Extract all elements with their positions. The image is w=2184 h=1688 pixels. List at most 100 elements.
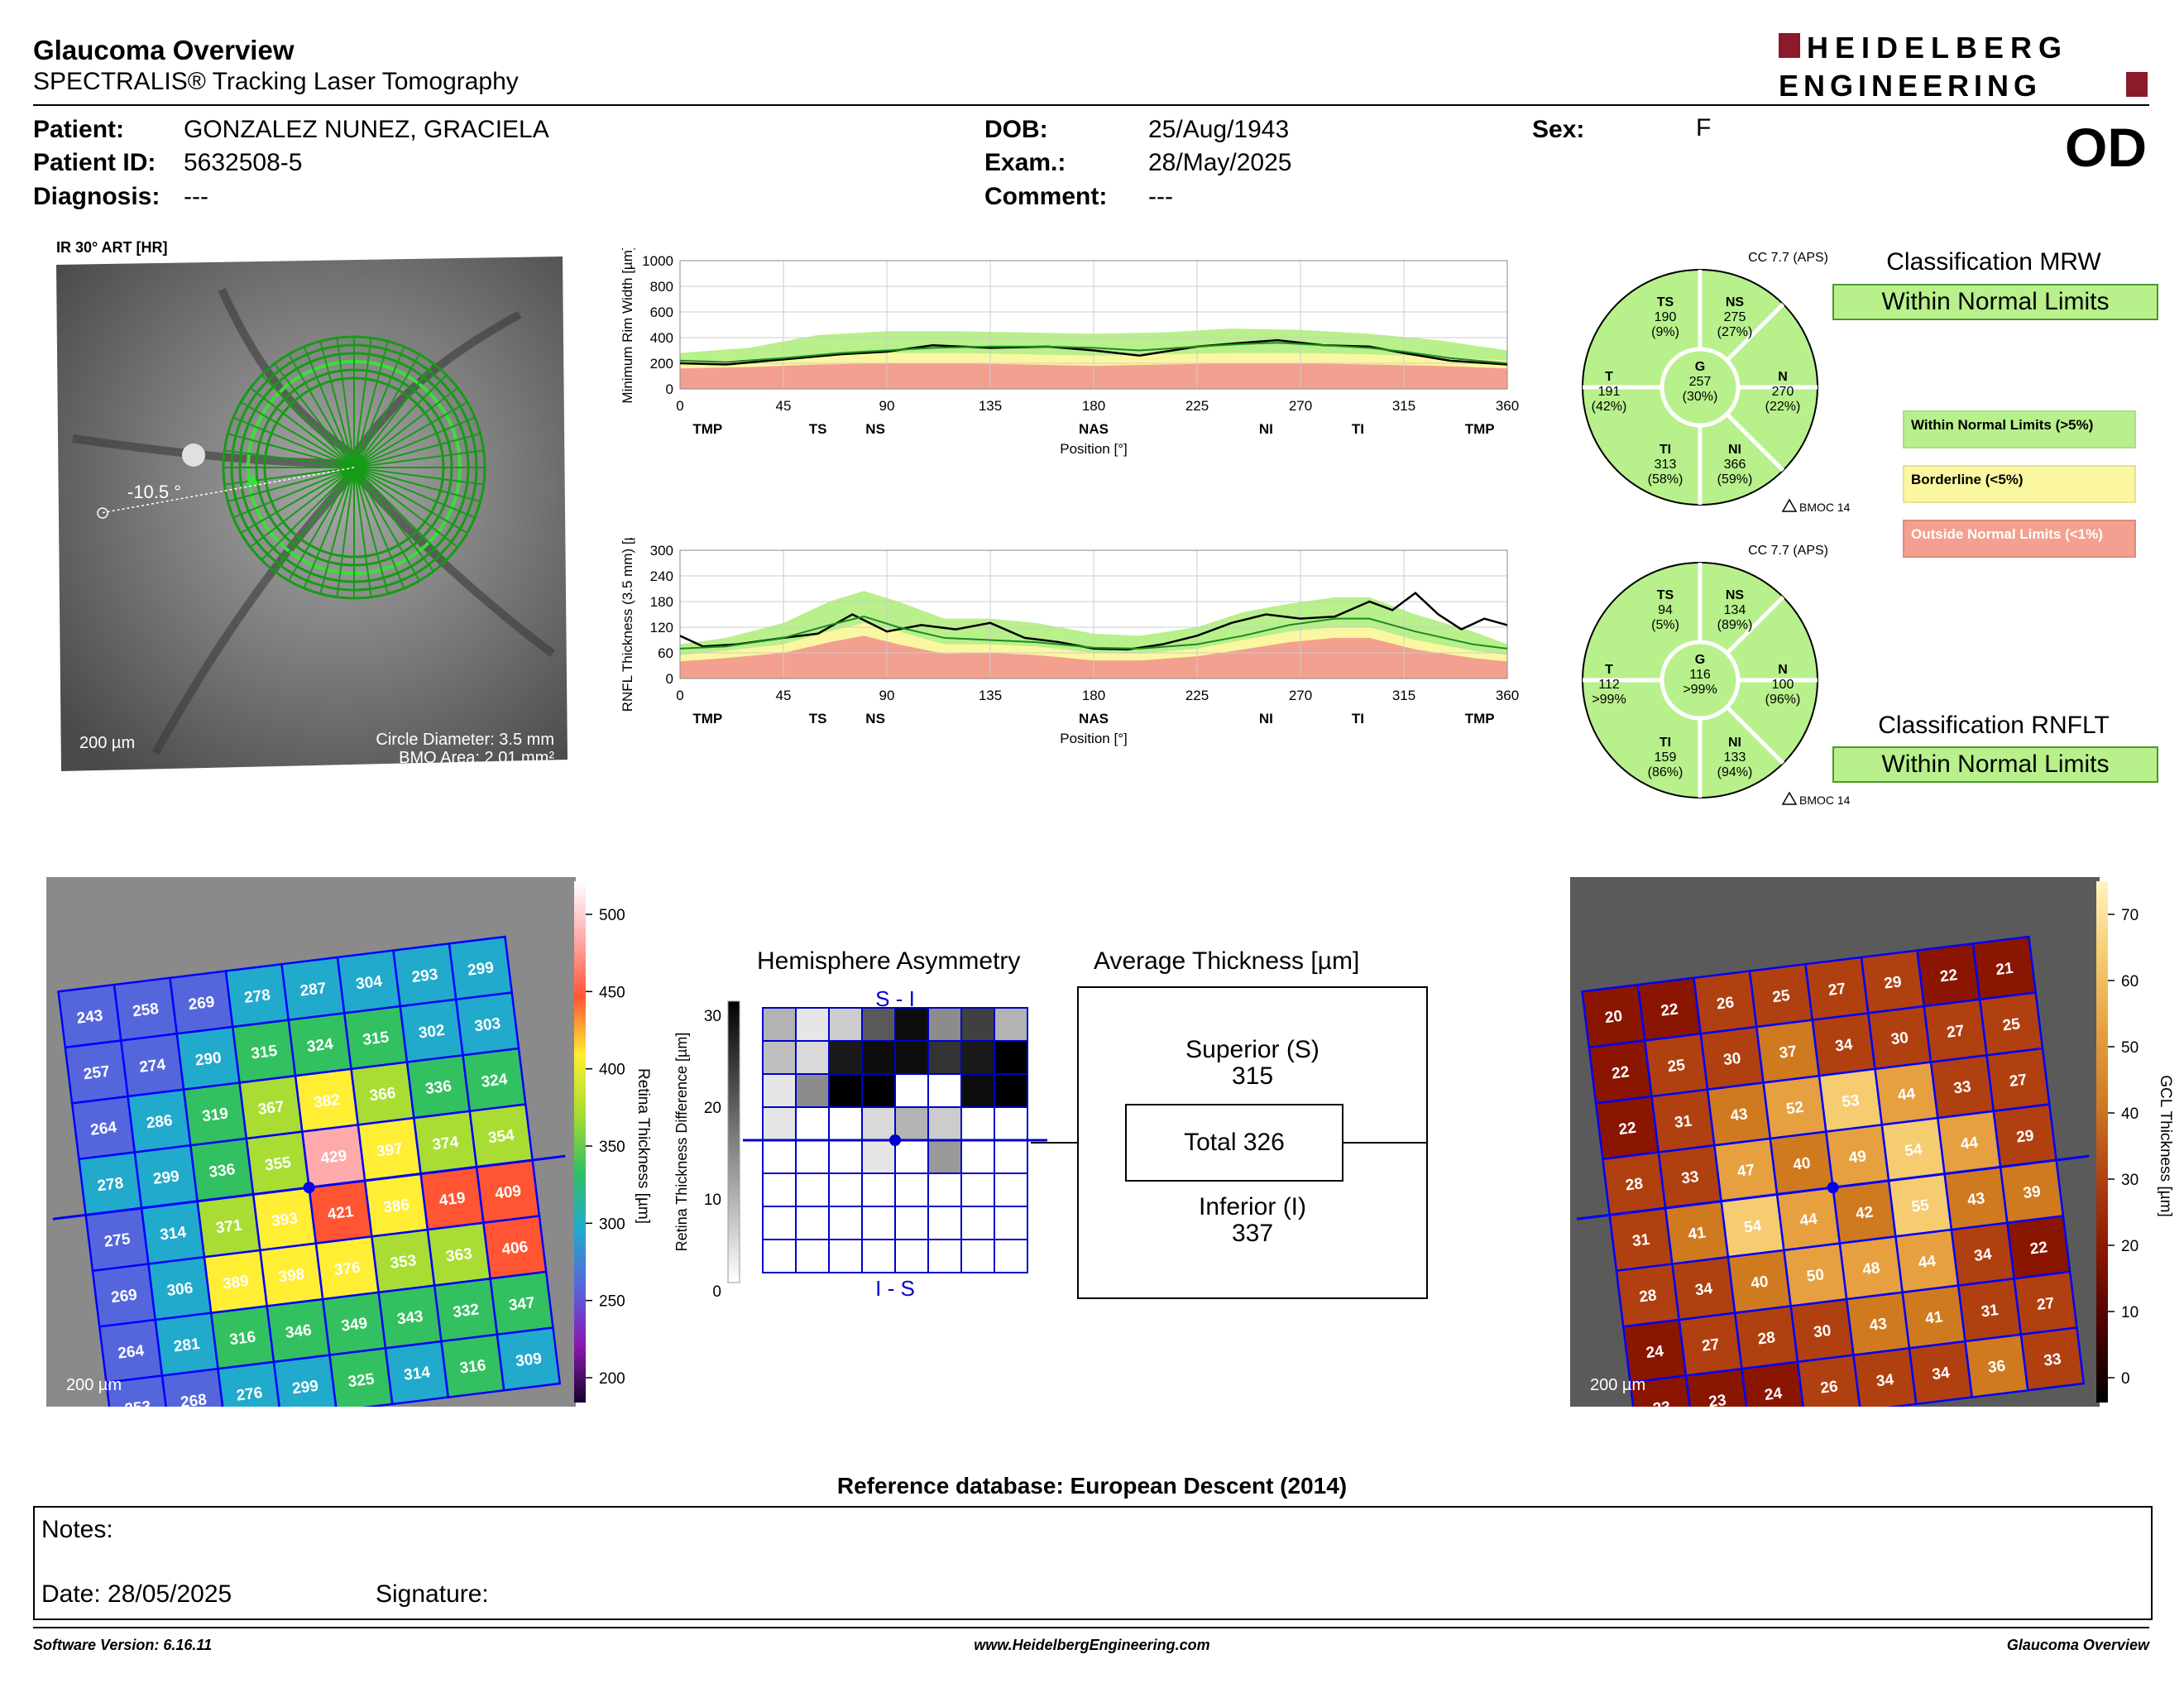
fundus-scan-spoke xyxy=(274,363,355,468)
map-cell-value: 34 xyxy=(1973,1245,1993,1264)
x-tick-label: 270 xyxy=(1289,688,1312,703)
hemisphere-cell xyxy=(762,1206,797,1240)
fundus-scan-spoke xyxy=(353,467,481,502)
hemisphere-cell xyxy=(828,1172,863,1207)
y-tick-label: 400 xyxy=(650,330,673,346)
map-cell-value: 34 xyxy=(1834,1036,1854,1055)
sector-g-name: G xyxy=(1695,653,1705,667)
exam-label: Exam.: xyxy=(984,149,1066,176)
notes-box[interactable]: Notes: Date: 28/05/2025 Signature: xyxy=(33,1506,2153,1620)
fundus-scan-spoke xyxy=(353,449,484,468)
map-cell-value: 31 xyxy=(1631,1231,1651,1250)
map-cell-value: 268 xyxy=(180,1391,208,1407)
fundus-scan-spoke xyxy=(240,467,355,534)
hemisphere-cell xyxy=(795,1073,830,1108)
map-center-dot xyxy=(303,1182,315,1194)
map-cell-value: 23 xyxy=(1707,1392,1727,1407)
hemisphere-cell xyxy=(927,1139,962,1174)
colorbar-gradient xyxy=(2096,881,2108,1403)
fundus-scan-spoke xyxy=(303,346,355,468)
map-cell-value: 34 xyxy=(1694,1280,1714,1299)
map-cell-value: 43 xyxy=(1729,1105,1749,1125)
hemisphere-colorbar xyxy=(727,1000,740,1283)
y-tick-label: 800 xyxy=(650,279,673,295)
fundus-scan-spoke xyxy=(288,467,355,582)
hemisphere-cell xyxy=(894,1040,929,1075)
sector-ns-value: 134 xyxy=(1724,603,1746,617)
map-center-dot xyxy=(1827,1182,1839,1194)
x-tick-label: 135 xyxy=(979,688,1002,703)
map-cell-value: 315 xyxy=(250,1043,278,1063)
hemisphere-cell xyxy=(828,1007,863,1042)
map-cell-value: 30 xyxy=(1813,1322,1832,1341)
sector-label: NS xyxy=(865,711,885,727)
map-cell-value: 347 xyxy=(508,1294,536,1315)
dial-divider xyxy=(1725,705,1785,765)
sector-ti-value: 159 xyxy=(1655,750,1677,765)
sector-ts-name: TS xyxy=(1657,588,1674,602)
x-tick-label: 270 xyxy=(1289,398,1312,414)
fundus-scan-spoke xyxy=(224,467,355,486)
map-cell-value: 22 xyxy=(1660,1000,1679,1019)
average-thickness-title: Average Thickness [µm] xyxy=(1094,947,1360,975)
hemisphere-cell xyxy=(894,1206,929,1240)
map-cell-value: 309 xyxy=(515,1350,543,1371)
sector-label: NAS xyxy=(1079,421,1109,437)
map-cell-value: 41 xyxy=(1687,1224,1707,1243)
map-cell-value: 336 xyxy=(424,1077,453,1098)
x-tick-label: 315 xyxy=(1392,688,1415,703)
dob-value: 25/Aug/1943 xyxy=(1148,116,1290,143)
map-cell-value: 22 xyxy=(2029,1239,2049,1258)
x-tick-label: 0 xyxy=(676,398,683,414)
fundus-scan-spoke xyxy=(353,467,372,597)
x-tick-label: 360 xyxy=(1496,398,1519,414)
hemisphere-cell xyxy=(762,1139,797,1174)
map-cell xyxy=(2019,1326,2086,1392)
hemisphere-cell xyxy=(960,1040,995,1075)
retina-thickness-map: 243 258 269 278 287 304 293 299 257 274 290 315 324 3… xyxy=(46,877,576,1407)
fundus-scan-spoke xyxy=(240,401,355,468)
sector-label: TMP xyxy=(692,421,722,437)
hemisphere-cell xyxy=(861,1040,896,1075)
fundus-scan-spoke xyxy=(261,467,355,561)
hemisphere-cell xyxy=(994,1172,1028,1207)
hemisphere-ylabel: Retina Thickness Difference [µm] xyxy=(673,1033,690,1252)
sex-value: F xyxy=(1696,114,1712,141)
map-cell-value: 44 xyxy=(1897,1085,1917,1104)
fundus-scan-spoke xyxy=(336,467,355,597)
fundus-scan-spoke xyxy=(353,363,434,468)
inferior-value: 337 xyxy=(1231,1220,1274,1247)
sector-ns-name: NS xyxy=(1726,295,1745,309)
x-tick-label: 315 xyxy=(1392,398,1415,414)
fundus-scan-spoke xyxy=(353,467,420,582)
hemisphere-tick-label: 30 xyxy=(704,1008,721,1025)
map-cell-value: 325 xyxy=(347,1370,376,1391)
map-cell-value: 43 xyxy=(1966,1190,1986,1209)
map-cell-value: 25 xyxy=(2002,1015,2022,1034)
sector-t-percent: >99% xyxy=(1592,693,1626,707)
map-cell-value: 40 xyxy=(1792,1154,1812,1173)
rnfl-sector-dial: CC 7.7 (APS)TS94(5%)NS134(89%)T112>99%G1… xyxy=(1582,544,1853,806)
hemisphere-cell xyxy=(960,1206,995,1240)
hemisphere-cell xyxy=(795,1106,830,1141)
classification-mrw-value: Within Normal Limits xyxy=(1832,284,2158,320)
fundus-scan-spoke xyxy=(353,467,458,548)
fundus-scan-spoke xyxy=(261,374,355,468)
sector-g-percent: (30%) xyxy=(1683,390,1718,404)
map-cell-value: 31 xyxy=(1674,1112,1693,1131)
hemisphere-cell xyxy=(894,1007,929,1042)
colorbar-tick-label: 250 xyxy=(599,1293,625,1311)
hemisphere-cell xyxy=(828,1040,863,1075)
map-cell-value: 44 xyxy=(1918,1253,1937,1272)
colorbar-tick-label: 50 xyxy=(2121,1039,2138,1057)
average-thickness-box: Superior (S) 315 Total 326 Inferior (I) … xyxy=(1031,986,1428,1299)
colorbar-tick-label: 300 xyxy=(599,1216,625,1233)
series-line-2 xyxy=(679,342,1508,364)
map-cell-value: 269 xyxy=(110,1287,138,1307)
colorbar-label: Retina Thickness [µm] xyxy=(635,1068,652,1224)
map-cell-value: 54 xyxy=(1743,1217,1763,1236)
map-cell-value: 49 xyxy=(1848,1148,1868,1167)
sector-ni-percent: (59%) xyxy=(1717,472,1753,487)
hemisphere-cell xyxy=(994,1206,1028,1240)
map-cell-value: 367 xyxy=(257,1098,285,1119)
